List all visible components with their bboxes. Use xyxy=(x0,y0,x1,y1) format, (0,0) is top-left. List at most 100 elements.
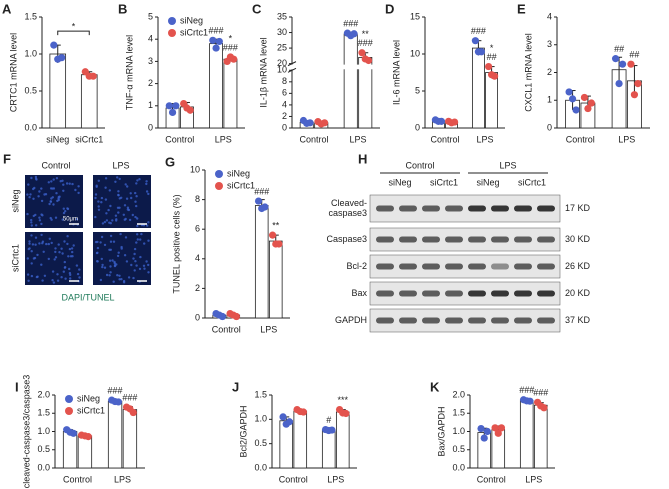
size-label: 30 KD xyxy=(565,234,591,244)
row-label: caspase3 xyxy=(328,208,367,218)
row-label: Bax xyxy=(351,288,367,298)
y-tick-label: 2 xyxy=(195,283,200,293)
nucleus xyxy=(50,218,53,221)
lane-label: siCrtc1 xyxy=(518,177,546,187)
band xyxy=(468,317,486,324)
nucleus xyxy=(138,267,142,271)
nucleus xyxy=(130,263,133,267)
nucleus xyxy=(30,274,34,278)
nucleus xyxy=(134,191,137,195)
band xyxy=(514,236,532,243)
y-axis-label: cleaved-caspase3/caspase3 xyxy=(21,375,31,489)
nucleus xyxy=(117,211,120,214)
data-point xyxy=(485,62,493,71)
group-label: LPS xyxy=(499,160,516,170)
nucleus xyxy=(40,222,43,226)
row-label: siNeg xyxy=(10,189,20,212)
legend-label: siCrtc1 xyxy=(77,405,105,415)
nucleus xyxy=(30,218,33,222)
nucleus xyxy=(28,242,31,245)
nucleus xyxy=(109,234,113,238)
significance: ### xyxy=(223,42,238,52)
band xyxy=(491,236,509,243)
nucleus xyxy=(101,265,104,269)
legend-marker xyxy=(215,182,223,190)
nucleus xyxy=(123,204,127,207)
y-tick-label: 10 xyxy=(410,48,420,58)
nucleus xyxy=(96,246,100,250)
nucleus xyxy=(104,177,108,180)
bar xyxy=(279,420,294,469)
y-tick-label: 1.5 xyxy=(254,389,267,399)
nucleus xyxy=(105,219,109,222)
data-point xyxy=(320,119,329,127)
data-point xyxy=(328,426,336,434)
y-tick-label: 1.5 xyxy=(37,408,50,418)
nucleus xyxy=(114,214,118,217)
y-tick-label: 30 xyxy=(277,27,287,37)
data-point xyxy=(114,398,123,406)
nucleus xyxy=(26,257,29,260)
y-tick-label: 0.0 xyxy=(452,462,465,472)
data-point xyxy=(471,37,479,45)
nucleus xyxy=(77,191,80,195)
significance: # xyxy=(326,415,331,425)
group-label: Control xyxy=(405,160,434,170)
blot-strip xyxy=(369,281,561,306)
x-tick-label: Control xyxy=(63,474,92,484)
bar xyxy=(209,43,223,129)
nucleus xyxy=(104,198,108,201)
y-tick-label: 10 xyxy=(277,65,287,75)
nucleus xyxy=(123,218,127,221)
data-point xyxy=(615,80,623,88)
nucleus xyxy=(145,260,148,263)
significance: ### xyxy=(254,186,269,196)
nucleus xyxy=(54,256,58,259)
nucleus xyxy=(95,251,99,255)
data-point xyxy=(494,429,502,437)
y-tick-label: 4 xyxy=(195,253,200,263)
nucleus xyxy=(122,213,126,216)
nucleus xyxy=(28,240,31,243)
nucleus xyxy=(147,271,150,274)
nucleus xyxy=(56,279,60,282)
nucleus xyxy=(62,183,65,186)
x-tick-label: LPS xyxy=(525,474,542,484)
nucleus xyxy=(30,224,33,227)
band xyxy=(376,290,394,297)
nucleus xyxy=(38,219,42,222)
nucleus xyxy=(34,243,37,246)
column-label: Control xyxy=(41,160,70,170)
y-tick-label: 8 xyxy=(195,194,200,204)
nucleus xyxy=(33,256,37,260)
nucleus xyxy=(118,274,121,277)
significance: ### xyxy=(209,26,224,36)
data-point xyxy=(611,55,620,63)
nucleus xyxy=(125,197,129,200)
nucleus xyxy=(119,232,122,236)
band xyxy=(376,317,394,324)
significance: ### xyxy=(122,392,137,402)
nucleus xyxy=(118,197,122,200)
data-point xyxy=(587,99,596,107)
data-point xyxy=(451,118,459,126)
data-point xyxy=(254,197,263,205)
nucleus xyxy=(30,262,33,265)
y-tick-label: 2 xyxy=(282,111,287,121)
nucleus xyxy=(116,176,119,179)
band xyxy=(537,236,555,243)
data-point xyxy=(477,424,485,433)
column-label: LPS xyxy=(112,160,129,170)
bar xyxy=(321,429,336,469)
data-point xyxy=(212,44,220,52)
nucleus xyxy=(54,250,57,254)
band xyxy=(445,236,463,243)
data-point xyxy=(172,102,180,110)
band xyxy=(399,317,417,324)
nucleus xyxy=(108,259,112,262)
data-point xyxy=(306,119,314,127)
data-point xyxy=(261,203,269,211)
band xyxy=(422,236,440,243)
nucleus xyxy=(107,208,110,212)
y-tick-label: 6 xyxy=(282,88,287,98)
